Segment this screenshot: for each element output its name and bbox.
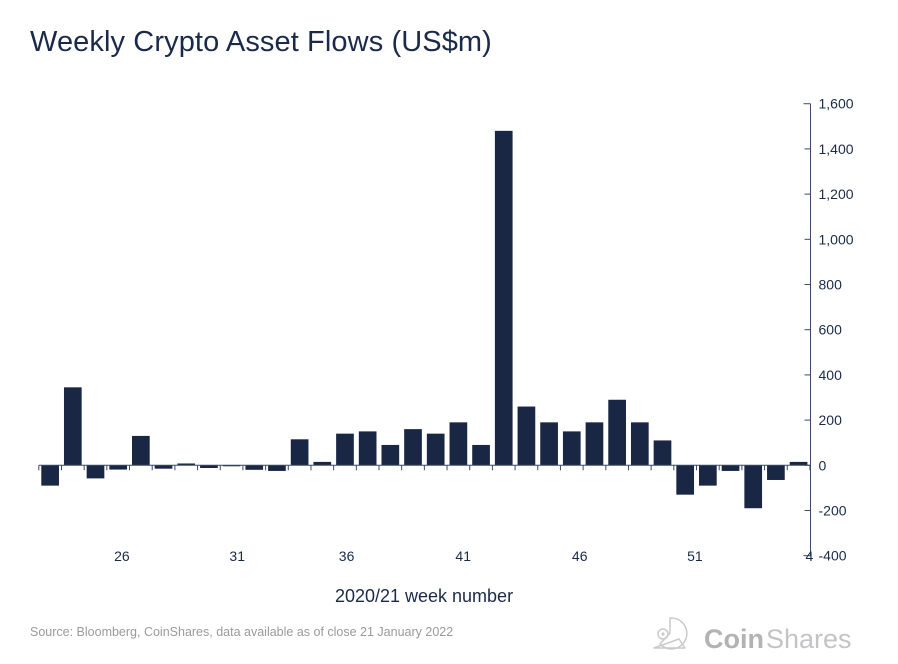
svg-text:600: 600 [819, 322, 843, 338]
svg-text:800: 800 [819, 277, 843, 293]
svg-text:200: 200 [819, 412, 843, 428]
svg-text:-400: -400 [819, 548, 847, 564]
svg-text:36: 36 [339, 548, 355, 564]
svg-text:1,400: 1,400 [819, 141, 854, 157]
svg-text:400: 400 [819, 367, 843, 383]
svg-text:46: 46 [572, 548, 588, 564]
svg-text:31: 31 [229, 548, 245, 564]
svg-text:4: 4 [806, 548, 814, 564]
svg-text:1,200: 1,200 [819, 186, 854, 202]
svg-text:Coin: Coin [704, 624, 764, 654]
svg-text:-200: -200 [819, 502, 847, 518]
svg-text:41: 41 [455, 548, 471, 564]
svg-text:0: 0 [819, 457, 827, 473]
svg-text:1,600: 1,600 [819, 96, 854, 112]
svg-text:26: 26 [114, 548, 130, 564]
svg-text:Shares: Shares [766, 624, 852, 654]
svg-text:51: 51 [687, 548, 703, 564]
svg-text:1,000: 1,000 [819, 231, 854, 247]
